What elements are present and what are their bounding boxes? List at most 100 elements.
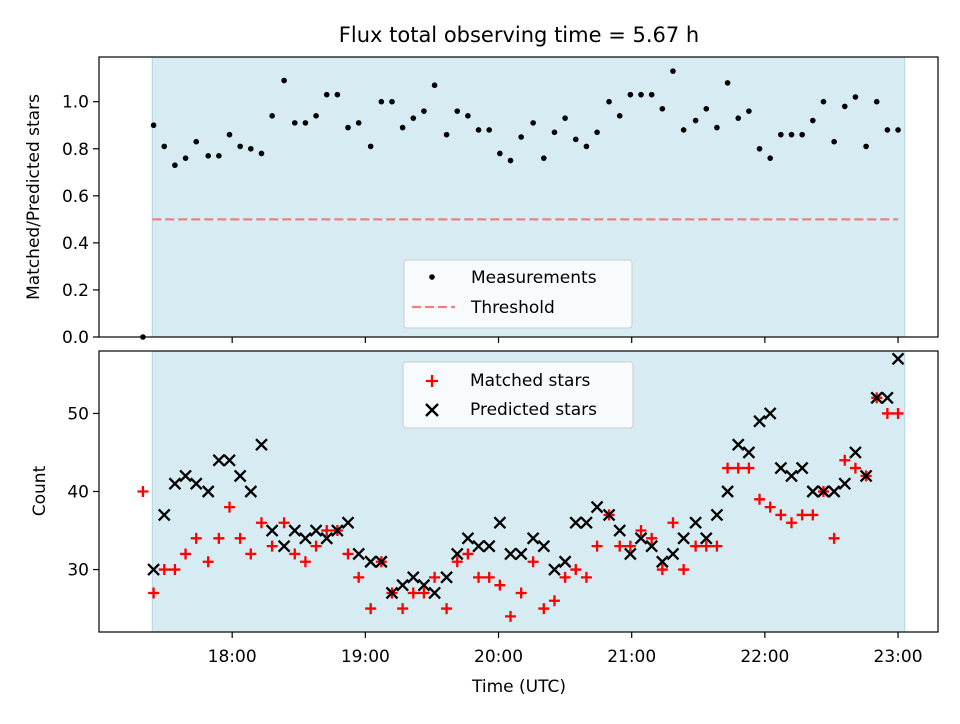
measurement-point [150,122,157,129]
measurement-point [627,91,634,98]
measurement-point [670,68,676,74]
matched-star-point [614,540,626,552]
predicted-star-point [580,516,593,530]
measurement-point [680,127,687,133]
matched-star-point [158,564,170,576]
predicted-star-point [721,485,734,498]
chart-title: Flux total observing time = 5.67 h [339,23,699,47]
bottom-panel-frame [98,350,939,633]
predicted-star-point [147,563,160,576]
predicted-star-point [613,524,627,537]
x-tick-label: 22:00 [740,647,789,667]
measurement-point [334,91,341,98]
measurement-point [638,91,644,98]
measurement-point [692,117,699,124]
bottom-panel: 30 40 50 18:00 19:00 20:00 21:00 22:00 23:00 Co… [30,350,939,697]
measurement-point [182,155,189,161]
predicted-star-point [352,547,366,561]
predicted-star-point [677,532,690,545]
predicted-star-point [482,539,496,553]
matched-star-point [656,564,668,576]
predicted-star-point [569,516,583,530]
matched-star-point [342,548,354,560]
matched-star-point [451,556,463,568]
measurement-point [703,105,710,112]
predicted-star-point [602,508,616,522]
matched-star-point [180,548,192,560]
top-panel-yticks: 0.0 0.2 0.4 0.6 0.8 1.0 [62,93,99,348]
predicted-star-point [891,352,905,366]
x-tick-label: 19:00 [341,647,390,667]
measurement-point [454,108,461,114]
matched-star-point [234,532,246,544]
predicted-star-point [493,516,507,530]
matched-star-point [635,525,647,537]
matched-stars-legend-marker [426,375,438,387]
y-tick-label: 50 [67,404,89,424]
measurement-point [226,131,233,138]
predicted-star-point [440,571,453,584]
measurement-point [895,127,901,133]
matched-star-point [224,501,236,513]
predicted-star-point [774,461,788,475]
bottom-legend-box [402,361,634,429]
measurement-point [616,113,623,119]
predicted-star-point [881,391,894,405]
measurement-point [248,145,254,152]
predicted-star-point [396,578,409,592]
predicted-star-point [838,477,852,491]
predicted-star-point [548,563,561,576]
top-panel-xticks [231,337,899,343]
predicted-star-point [223,453,236,467]
matched-star-point [137,486,149,497]
predicted-star-point [212,453,226,467]
measurement-point [788,131,795,138]
matched-star-point [570,564,582,576]
matched-star-point [505,610,517,622]
matched-star-point [722,462,734,474]
predicted-star-point [461,532,475,545]
measurement-point [518,134,524,140]
predicted-star-point [526,532,540,545]
matched-star-point [548,595,560,607]
measurement-point [355,120,362,126]
matched-star-point [441,603,453,615]
matched-star-point [580,571,592,583]
measurement-point [541,155,547,161]
matched-star-point [213,532,225,544]
matched-star-point [527,556,539,568]
measurement-point [841,103,848,110]
predicted-star-point [265,524,279,537]
predicted-star-point [742,446,756,459]
y-tick-label: 0.4 [62,234,89,254]
top-panel-ylabel: Matched/Predicted stars [24,94,44,300]
measurement-point [193,138,200,145]
measurement-point [724,80,731,86]
predicted-star-point [288,524,302,537]
predicted-star-point [189,477,203,491]
matched-star-point [148,587,160,599]
predicted-star-point [817,485,830,498]
measurement-point [443,131,450,138]
y-tick-label: 1.0 [62,93,89,113]
matched-star-point [775,509,787,521]
measurement-point [237,143,243,150]
measurement-point [530,120,536,126]
predicted-star-point [699,532,713,545]
predicted-star-point [710,508,724,522]
matched-star-point [190,532,202,544]
measurement-point [302,120,309,126]
matched-star-point [255,517,267,529]
measurement-point [313,113,319,119]
measurement-point [594,129,600,136]
predicted-star-point [645,539,658,553]
predicted-star-point [859,469,873,483]
matched-star-point [169,564,181,576]
bottom-panel-points [137,352,905,622]
predicted-star-point [179,469,192,483]
predicted-star-point [331,524,344,537]
measurement-point [399,124,406,131]
predicted-star-point [504,547,517,561]
matched-star-point [515,587,527,599]
predicted-star-point [299,532,312,545]
